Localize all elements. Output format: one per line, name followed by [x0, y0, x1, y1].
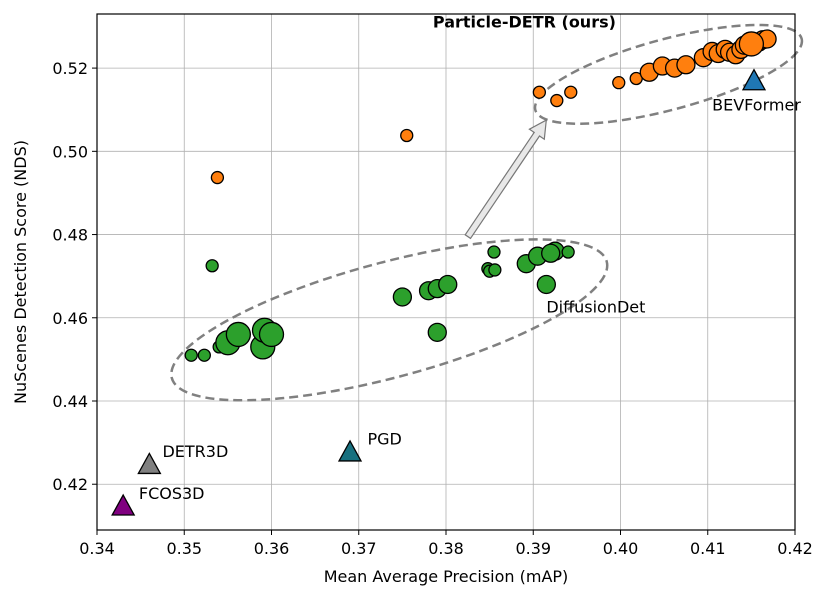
detr3d-marker [137, 452, 162, 475]
pgd-marker [337, 439, 363, 462]
data-points [111, 29, 777, 516]
diffusiondet-point [225, 321, 251, 348]
particle-detr-ours-point [532, 85, 547, 99]
particle-detr-ours-point [564, 85, 578, 99]
arrow-shape [464, 119, 548, 240]
ellipse-particle-detr-ours [533, 23, 804, 125]
x-tick-label: 0.39 [515, 539, 551, 558]
label-detr3d: DETR3D [162, 442, 228, 461]
axis-ticks: 0.34 0.35 0.36 0.37 0.38 0.39 0.40 0.41 0.42 0.42… [52, 59, 812, 558]
particle-detr-ours-point [738, 31, 765, 57]
diffusiondet-point [205, 259, 219, 273]
particle-detr-ours-point [676, 55, 696, 75]
particle-detr-ours-point [400, 128, 414, 143]
label-pgd: PGD [367, 430, 401, 449]
particle-detr-ours-point [210, 170, 225, 185]
x-tick-label: 0.42 [777, 539, 813, 558]
y-tick-label: 0.52 [52, 59, 88, 78]
y-tick-label: 0.46 [52, 309, 88, 328]
bevformer-marker [741, 68, 767, 91]
label-fcos3d: FCOS3D [139, 484, 205, 503]
diffusiondet-point [561, 245, 575, 259]
x-tick-label: 0.37 [341, 539, 377, 558]
diffusiondet-point [541, 243, 561, 263]
diffusiondet-point [487, 245, 501, 259]
diffusiondet-point [536, 274, 556, 295]
particle-detr-ours-point [612, 76, 626, 90]
x-tick-label: 0.34 [79, 539, 115, 558]
x-tick-label: 0.35 [166, 539, 202, 558]
annotations: Particle-DETR (ours) BEVFormer DiffusionDe… [139, 13, 801, 503]
y-axis-label: NuScenes Detection Score (NDS) [11, 140, 30, 404]
label-particle-detr-ours: Particle-DETR (ours) [433, 13, 616, 32]
fcos3d-marker [111, 493, 136, 516]
ellipse-diffusiondet [170, 238, 609, 402]
y-tick-label: 0.44 [52, 392, 88, 411]
improvement-arrow [464, 119, 548, 240]
particle-detr-ours-point [550, 93, 564, 108]
x-tick-label: 0.36 [254, 539, 290, 558]
group-ellipses [170, 23, 804, 402]
diffusiondet-point [427, 322, 447, 342]
x-axis-label: Mean Average Precision (mAP) [324, 567, 569, 586]
y-tick-label: 0.42 [52, 475, 88, 494]
diffusiondet-point [438, 274, 458, 295]
x-tick-label: 0.38 [428, 539, 464, 558]
grid-lines [96, 14, 796, 530]
label-diffusiondet: DiffusionDet [546, 297, 645, 316]
label-bevformer: BEVFormer [712, 96, 801, 115]
diffusiondet-point [197, 348, 211, 362]
diffusiondet-point [392, 287, 413, 307]
diffusiondet-point [258, 321, 285, 348]
x-tick-label: 0.40 [603, 539, 639, 558]
diffusiondet-point [184, 348, 198, 362]
y-tick-label: 0.48 [52, 226, 88, 245]
diffusiondet-point [488, 263, 502, 277]
y-tick-label: 0.50 [52, 142, 88, 161]
x-tick-label: 0.41 [690, 539, 726, 558]
